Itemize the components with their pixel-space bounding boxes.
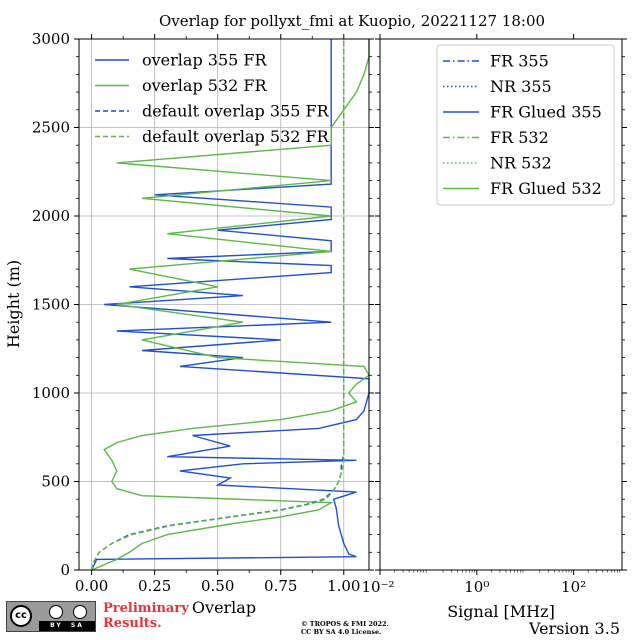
legend-label-1: overlap 532 FR [142,76,268,95]
legend-label-2: default overlap 355 FR [142,102,330,121]
right-legend-label-5: FR Glued 532 [490,179,602,198]
cc-logo-icon: cc [10,605,32,627]
left-xlabel: Overlap [192,598,256,617]
legend-label-0: overlap 355 FR [142,51,268,70]
r-xtick-label-2: 10² [561,578,586,596]
ytick-label-4: 2000 [32,207,70,225]
right-legend-label-3: FR 532 [490,128,549,147]
ytick-label-3: 1500 [32,296,70,314]
xtick-label-0: 0.00 [75,577,108,595]
right-legend-box [436,44,615,206]
left-plot-lines [90,39,370,571]
license-text: © TROPOS & FMI 2022. CC BY SA 4.0 Licens… [301,620,389,636]
series-line-3 [90,39,345,571]
right-legend-label-1: NR 355 [490,77,552,96]
ytick-label-6: 3000 [32,30,70,48]
ytick-label-1: 500 [41,473,70,491]
version-label: Version 3.5 [529,619,620,638]
right-axis-ticks: 10⁻² 10⁰ 10² [361,34,627,596]
preliminary-results-label: Preliminary Results. [103,601,189,631]
by-person-icon [49,605,63,619]
r-xtick-label-1: 10⁰ [464,578,489,596]
ytick-label-0: 0 [60,561,70,579]
r-xtick-label-0: 10⁻² [361,578,394,596]
xtick-label-4: 1.00 [327,577,360,595]
ytick-label-5: 2500 [32,119,70,137]
series-line-1 [91,39,370,571]
right-xlabel: Signal [MHz] [447,602,555,621]
left-legend: overlap 355 FR overlap 532 FR default over… [95,51,330,146]
right-legend: FR 355 NR 355 FR Glued 355 FR 532 NR 532 FR G… [436,44,615,206]
left-axis-ticks: 0.00 0.25 0.50 0.75 1.00 0 500 1000 1500 2000 2500… [32,30,374,595]
sa-share-icon [73,605,87,619]
cc-license-badge: cc BY SA [6,601,96,632]
xtick-label-1: 0.25 [138,577,171,595]
right-legend-label-4: NR 532 [490,154,552,173]
series-line-0 [90,39,370,571]
legend-label-3: default overlap 532 FR [142,127,330,146]
xtick-label-3: 0.75 [264,577,297,595]
right-legend-label-0: FR 355 [490,52,549,71]
left-ylabel: Height (m) [4,260,23,348]
ytick-label-2: 1000 [32,384,70,402]
right-legend-label-2: FR Glued 355 [490,103,602,122]
xtick-label-2: 0.50 [201,577,234,595]
badge-strip: BY SA [39,621,95,631]
chart-title: Overlap for pollyxt_fmi at Kuopio, 20221… [159,12,545,30]
